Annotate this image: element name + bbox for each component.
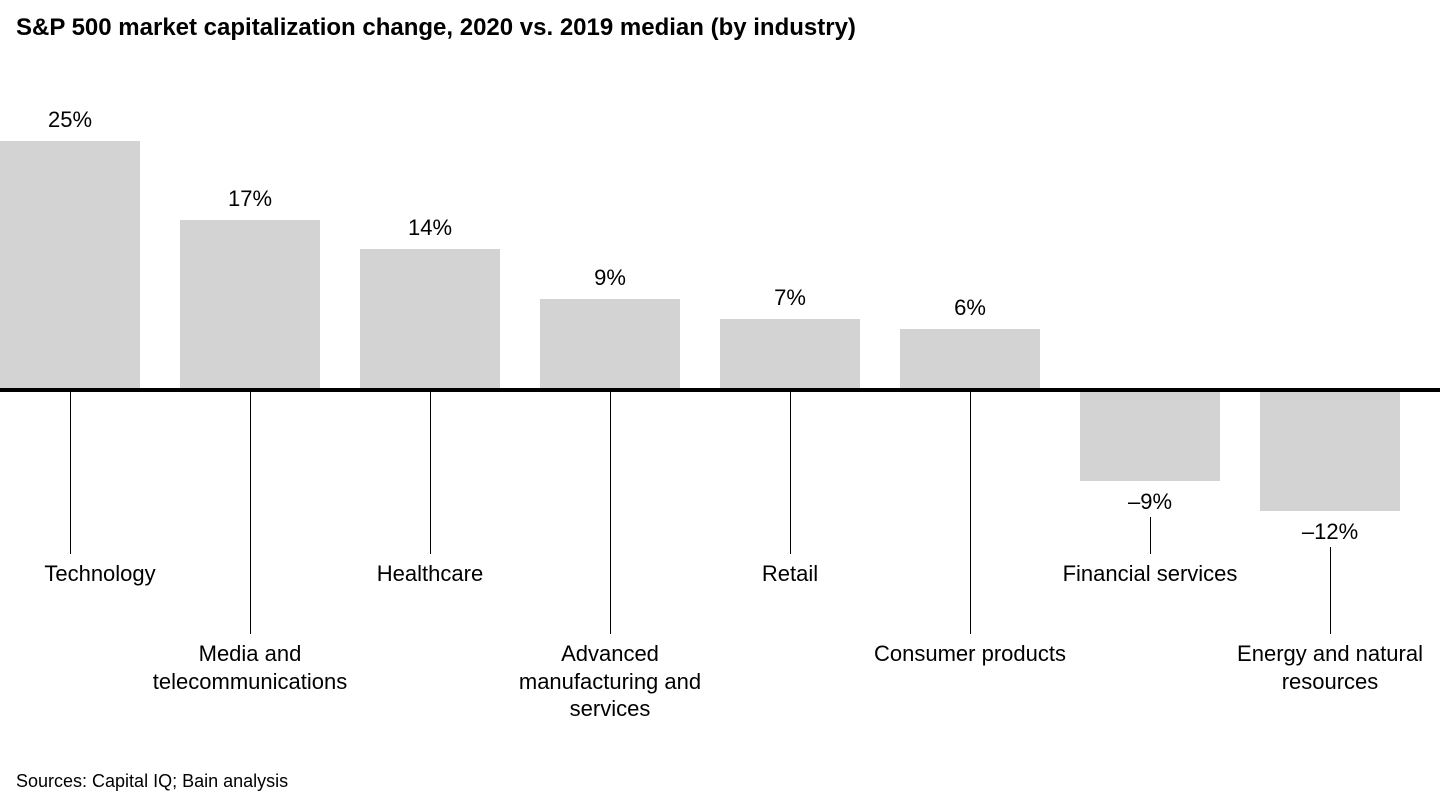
bar [720,319,860,388]
category-label: Energy and natural resources [1230,640,1430,695]
category-label: Healthcare [330,560,530,588]
leader-line [1150,517,1151,554]
leader-line [250,392,251,634]
value-label: 25% [0,107,140,133]
bar [900,329,1040,388]
chart-title: S&P 500 market capitalization change, 20… [16,14,856,42]
value-label: –12% [1260,519,1400,545]
bar [1260,392,1400,511]
value-label: 7% [720,285,860,311]
category-label: Retail [690,560,890,588]
source-note: Sources: Capital IQ; Bain analysis [16,771,288,792]
bar [540,299,680,388]
value-label: 6% [900,295,1040,321]
category-label: Financial services [1050,560,1250,588]
bar [360,249,500,388]
leader-line [70,392,71,554]
leader-line [610,392,611,634]
leader-line [1330,547,1331,634]
value-label: 17% [180,186,320,212]
bar [0,141,140,389]
value-label: 14% [360,215,500,241]
leader-line [430,392,431,554]
category-label: Consumer products [870,640,1070,668]
chart-container: { "title": "S&P 500 market capitalizatio… [0,0,1440,810]
category-label: Advanced manufacturing and services [510,640,710,723]
bar [180,220,320,388]
category-label: Media and telecommunications [150,640,350,695]
bar [1080,392,1220,481]
baseline [0,388,1440,392]
value-label: –9% [1080,489,1220,515]
category-label: Technology [0,560,200,588]
leader-line [790,392,791,554]
value-label: 9% [540,265,680,291]
leader-line [970,392,971,634]
